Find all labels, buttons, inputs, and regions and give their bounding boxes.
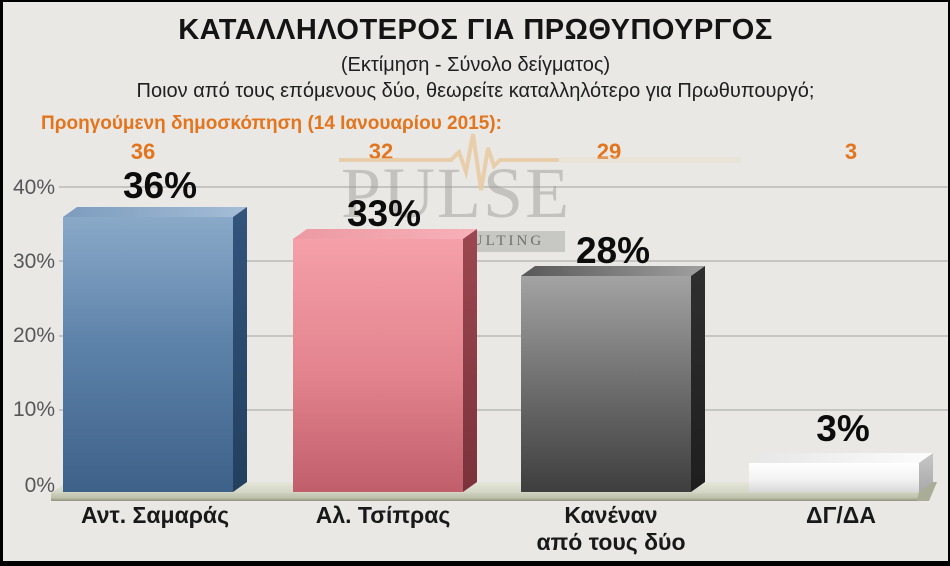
value-label-dkna: 3% — [816, 408, 870, 449]
bar-dkna — [749, 453, 933, 492]
value-label-samaras: 36% — [122, 165, 198, 206]
chart-floor-top — [51, 482, 937, 493]
category-label-none: Κανέναν από τους δύο — [536, 502, 686, 555]
category-label-dkna: ΔΓ/ΔΑ — [806, 502, 876, 528]
previous-poll-value-samaras: 36 — [130, 139, 156, 164]
y-axis-tick-0: 0% — [24, 474, 55, 497]
gridline-30 — [59, 260, 948, 262]
pulse-ecg-icon — [335, 128, 745, 208]
y-axis-tick-30: 30% — [12, 250, 55, 273]
gridline-10 — [59, 409, 948, 411]
category-label-tsipras: Αλ. Τσίπρας — [315, 502, 451, 528]
value-label-tsipras: 33% — [346, 193, 422, 234]
y-axis-tick-40: 40% — [12, 176, 55, 199]
gridline-40 — [59, 186, 948, 188]
bar-none-of-two — [521, 266, 705, 492]
chart-subtitle: (Εκτίμηση - Σύνολο δείγματος) — [340, 54, 611, 76]
previous-poll-value-dkna: 3 — [844, 139, 858, 164]
gridline-20 — [59, 335, 948, 337]
bar-samaras — [63, 207, 247, 492]
y-axis-tick-10: 10% — [12, 398, 55, 421]
y-axis-tick-20: 20% — [12, 324, 55, 347]
bar-tsipras — [293, 229, 477, 492]
page-title: ΚΑΤΑΛΛΗΛΟΤΕΡΟΣ ΓΙΑ ΠΡΩΘΥΠΟΥΡΓΟΣ — [178, 14, 773, 46]
watermark-logo: PULSE — [341, 153, 572, 233]
chart-floor-front — [51, 493, 921, 501]
category-label-samaras: Αντ. Σαμαράς — [80, 502, 230, 528]
chart-question: Ποιον από τους επόμενους δύο, θεωρείτε κ… — [136, 80, 815, 102]
previous-poll-value-none: 29 — [596, 139, 622, 164]
value-label-none: 28% — [575, 230, 651, 271]
previous-poll-label: Προηγούμενη δημοσκόπηση (14 Ιανουαρίου 2… — [41, 113, 502, 134]
